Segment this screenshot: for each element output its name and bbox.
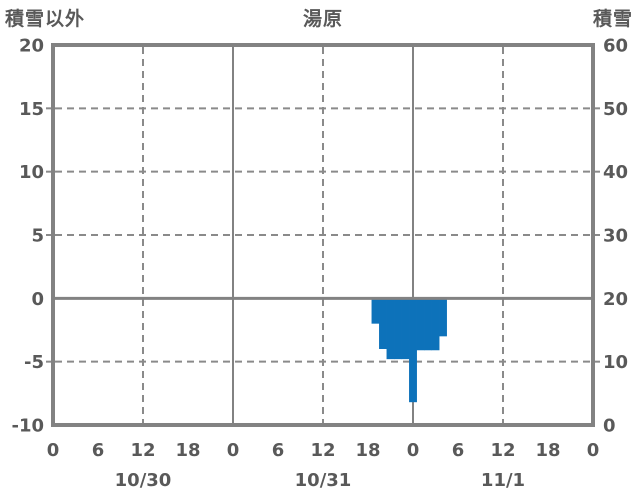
right-tick-label: 10 — [603, 352, 628, 373]
left-tick-label: 0 — [31, 289, 44, 310]
day-label: 11/1 — [481, 470, 525, 491]
left-tick-label: 15 — [19, 99, 44, 120]
right-tick-label: 50 — [603, 99, 628, 120]
right-axis-labels: 60 50 40 30 20 10 0 — [603, 36, 628, 437]
hour-tick-label: 6 — [92, 440, 105, 461]
left-tick-label: -10 — [11, 415, 44, 436]
hour-tick-label: 18 — [355, 440, 380, 461]
left-tick-label: 5 — [31, 225, 44, 246]
left-tick-label: 20 — [19, 36, 44, 57]
station-title: 湯原 — [302, 8, 344, 30]
left-axis-labels: 20 15 10 5 0 -5 -10 — [11, 36, 44, 437]
left-tick-label: 10 — [19, 162, 44, 183]
day-label: 10/31 — [295, 470, 352, 491]
border-group — [51, 43, 595, 427]
bar — [386, 298, 395, 360]
right-tick-label: 20 — [603, 289, 628, 310]
right-tick-label: 40 — [603, 162, 628, 183]
right-axis-title: 積雪 — [592, 8, 633, 30]
gridlines-group — [55, 45, 591, 425]
left-axis-title: 積雪以外 — [5, 8, 86, 30]
bar — [401, 298, 410, 360]
hour-tick-label: 18 — [175, 440, 200, 461]
day-label: 10/30 — [115, 470, 172, 491]
hour-tick-label: 12 — [130, 440, 155, 461]
hour-tick-label: 0 — [407, 440, 420, 461]
bar — [439, 298, 447, 337]
bar — [394, 298, 402, 360]
left-tick-label: -5 — [24, 352, 44, 373]
hour-labels: 0 6 12 18 0 6 12 18 0 6 12 18 0 — [47, 440, 600, 461]
bar — [379, 298, 387, 349]
bar — [371, 298, 380, 324]
hour-tick-label: 12 — [310, 440, 335, 461]
hour-tick-label: 0 — [47, 440, 60, 461]
plot-border — [51, 43, 595, 427]
axis-ticks — [46, 107, 600, 363]
bar — [424, 298, 432, 351]
day-labels: 10/30 10/31 11/1 — [115, 470, 525, 491]
bar — [409, 298, 417, 403]
right-tick-label: 30 — [603, 225, 628, 246]
hour-tick-label: 6 — [272, 440, 285, 461]
right-tick-label: 0 — [603, 415, 616, 436]
hour-tick-label: 6 — [452, 440, 465, 461]
right-tick-label: 60 — [603, 36, 628, 57]
bars-group — [371, 298, 447, 403]
hour-tick-label: 0 — [587, 440, 600, 461]
bar — [431, 298, 440, 351]
hour-tick-label: 12 — [490, 440, 515, 461]
hour-tick-label: 18 — [535, 440, 560, 461]
hour-tick-label: 0 — [227, 440, 240, 461]
bar — [416, 298, 425, 351]
